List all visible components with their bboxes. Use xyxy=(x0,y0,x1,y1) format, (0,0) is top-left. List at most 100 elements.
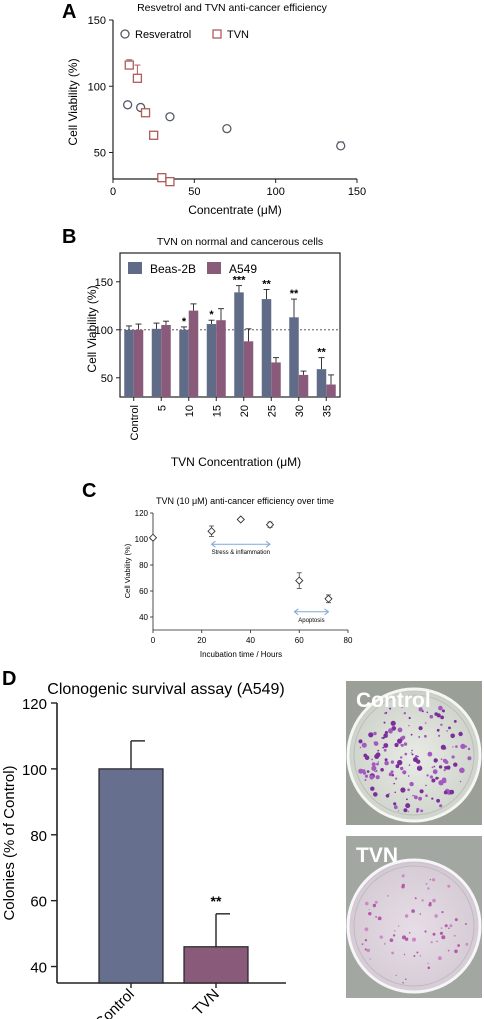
colony-dot xyxy=(405,803,411,809)
colony-dot xyxy=(421,710,424,713)
colony-dot xyxy=(439,931,443,935)
colony-dot xyxy=(418,707,423,712)
a-legend-label: TVN xyxy=(227,29,249,41)
colony-dot xyxy=(380,768,384,772)
colony-dot xyxy=(393,930,396,932)
b-significance: ** xyxy=(317,347,326,359)
b-x-tick-label: 25 xyxy=(266,405,278,417)
colony-dot xyxy=(366,770,370,773)
d-y-tick-label: 120 xyxy=(22,696,47,713)
colony-dot xyxy=(458,731,463,737)
b-legend-label: A549 xyxy=(229,262,257,276)
b-x-tick-label: 15 xyxy=(211,405,223,417)
colony-dot xyxy=(411,753,414,756)
b-bar-beas2b xyxy=(289,317,299,397)
colony-dot xyxy=(358,739,363,744)
tvn-plate-image xyxy=(346,836,482,998)
colony-dot xyxy=(384,943,386,945)
colony-dot xyxy=(432,898,436,903)
colony-dot xyxy=(440,758,443,761)
colony-dot xyxy=(373,741,379,746)
colony-dot xyxy=(379,935,383,939)
colony-dot xyxy=(371,765,377,771)
c-x-tick-label: 40 xyxy=(246,636,255,645)
chart-clonogenic: Clonogenic survival assay (A549) Colonie… xyxy=(1,681,286,1019)
colony-dot xyxy=(395,777,398,780)
colony-dot xyxy=(403,742,408,746)
a-y-tick-label: 100 xyxy=(88,81,106,93)
colony-dot xyxy=(408,725,410,727)
a-x-tick-label: 150 xyxy=(348,186,366,198)
colony-dot xyxy=(382,746,385,749)
b-legend-label: Beas-2B xyxy=(150,262,196,276)
c-arrow-head-right xyxy=(324,608,330,616)
chart-a-title: Resvetrol and TVN anti-cancer efficiency xyxy=(137,2,328,14)
chart-a-xlabel: Concentrate (μM) xyxy=(188,203,282,217)
colony-dot xyxy=(416,951,419,954)
colony-dot xyxy=(393,805,398,810)
colony-dot xyxy=(441,709,445,713)
colony-dot xyxy=(454,949,458,954)
colony-dot xyxy=(459,780,462,783)
colony-dot xyxy=(390,720,396,726)
colony-dot xyxy=(397,759,403,766)
colony-dot xyxy=(459,767,465,774)
colony-dot xyxy=(410,733,413,736)
colony-dot xyxy=(400,756,403,759)
colony-dot xyxy=(402,935,406,940)
colony-dot xyxy=(418,736,421,738)
c-arrow-head-left xyxy=(293,608,299,616)
b-x-tick-label: 30 xyxy=(294,405,306,417)
colony-dot xyxy=(384,758,388,762)
colony-dot xyxy=(433,758,438,763)
colony-dot xyxy=(440,723,443,726)
colony-dot xyxy=(420,809,424,813)
colony-dot xyxy=(394,791,396,794)
colony-dot xyxy=(413,955,416,957)
a-y-tick-label: 50 xyxy=(94,148,106,160)
colony-dot xyxy=(436,728,440,732)
colony-dot xyxy=(421,899,424,902)
colony-dot xyxy=(400,704,404,708)
photo-label-control: Control xyxy=(356,689,431,712)
colony-dot xyxy=(407,775,410,777)
d-y-tick-label: 60 xyxy=(30,894,47,911)
colony-dot xyxy=(401,885,405,889)
colony-dot xyxy=(364,779,367,781)
colony-dot xyxy=(424,734,427,738)
colony-dot xyxy=(407,810,409,813)
colony-dot xyxy=(385,794,390,798)
d-bar-control xyxy=(98,768,164,984)
colony-dot xyxy=(368,912,372,916)
colony-dot xyxy=(429,901,432,905)
chart-d-title: Clonogenic survival assay (A549) xyxy=(47,681,284,698)
colony-dot xyxy=(417,755,419,758)
colony-dot xyxy=(373,731,377,736)
chart-d-ylabel: Colonies (% of Control) xyxy=(1,765,18,920)
c-x-tick-label: 20 xyxy=(197,636,206,645)
c-point xyxy=(265,520,275,529)
colony-dot xyxy=(366,948,371,953)
colony-dot xyxy=(431,797,434,800)
colony-dot xyxy=(384,731,388,735)
colony-dot xyxy=(395,764,400,769)
a-point-resveratrol xyxy=(122,100,133,110)
colony-dot xyxy=(369,775,374,780)
c-point xyxy=(207,527,216,536)
colony-dot xyxy=(388,772,393,777)
colony-dot xyxy=(374,770,376,773)
chart-tvn-normal-cancer: TVN on normal and cancerous cells TVN Co… xyxy=(85,236,341,469)
b-bar-beas2b xyxy=(179,329,189,397)
c-x-tick-label: 0 xyxy=(151,636,156,645)
colony-dot xyxy=(416,759,421,764)
colony-dot xyxy=(403,953,406,956)
b-significance: ** xyxy=(262,278,271,290)
colony-dot xyxy=(443,769,446,772)
control-plate-image xyxy=(346,681,482,825)
b-bar-a549 xyxy=(216,320,226,397)
colony-dot xyxy=(448,927,450,929)
a-x-tick-label: 100 xyxy=(266,186,284,198)
colony-dot xyxy=(418,765,421,768)
colony-dot xyxy=(383,743,389,748)
b-y-tick-label: 50 xyxy=(101,373,113,385)
